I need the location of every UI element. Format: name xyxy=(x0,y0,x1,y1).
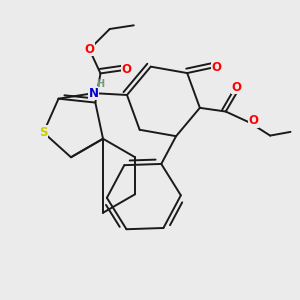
Text: O: O xyxy=(211,61,221,74)
Text: O: O xyxy=(84,43,94,56)
Text: S: S xyxy=(39,126,48,139)
Text: O: O xyxy=(232,81,242,94)
Text: O: O xyxy=(122,63,131,76)
Text: N: N xyxy=(89,87,99,100)
Text: H: H xyxy=(97,79,105,89)
Text: O: O xyxy=(249,114,259,127)
